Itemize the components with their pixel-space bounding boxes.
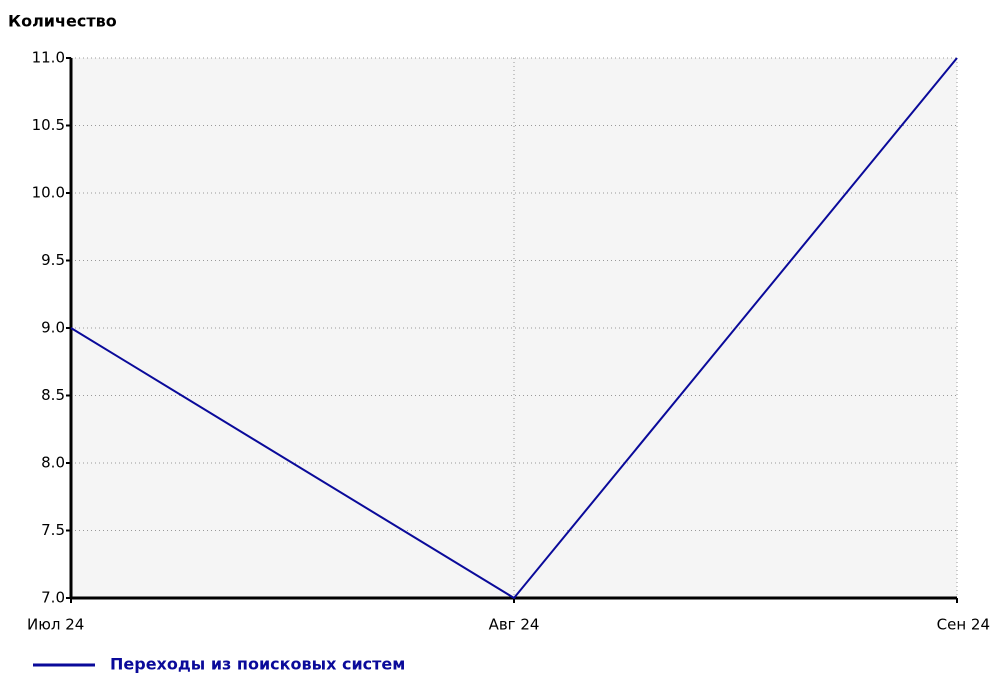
y-tick-label: 9.5 bbox=[41, 251, 65, 269]
y-tick-label: 7.5 bbox=[41, 521, 65, 539]
legend-label: Переходы из поисковых систем bbox=[110, 655, 405, 674]
x-tick-label: Июл 24 bbox=[27, 616, 84, 634]
y-axis-label: Количество bbox=[8, 12, 117, 31]
y-tick-label: 9.0 bbox=[41, 319, 65, 337]
y-tick-label: 8.0 bbox=[41, 454, 65, 472]
y-tick-label: 10.5 bbox=[32, 116, 65, 134]
y-tick-label: 11.0 bbox=[32, 49, 65, 67]
x-tick-label: Сен 24 bbox=[937, 616, 990, 634]
y-tick-label: 7.0 bbox=[41, 589, 65, 607]
line bbox=[70, 57, 958, 600]
x-tick-label: Авг 24 bbox=[489, 616, 540, 634]
plot-area bbox=[71, 58, 957, 598]
y-tick-label: 10.0 bbox=[32, 184, 65, 202]
y-tick-label: 8.5 bbox=[41, 386, 65, 404]
